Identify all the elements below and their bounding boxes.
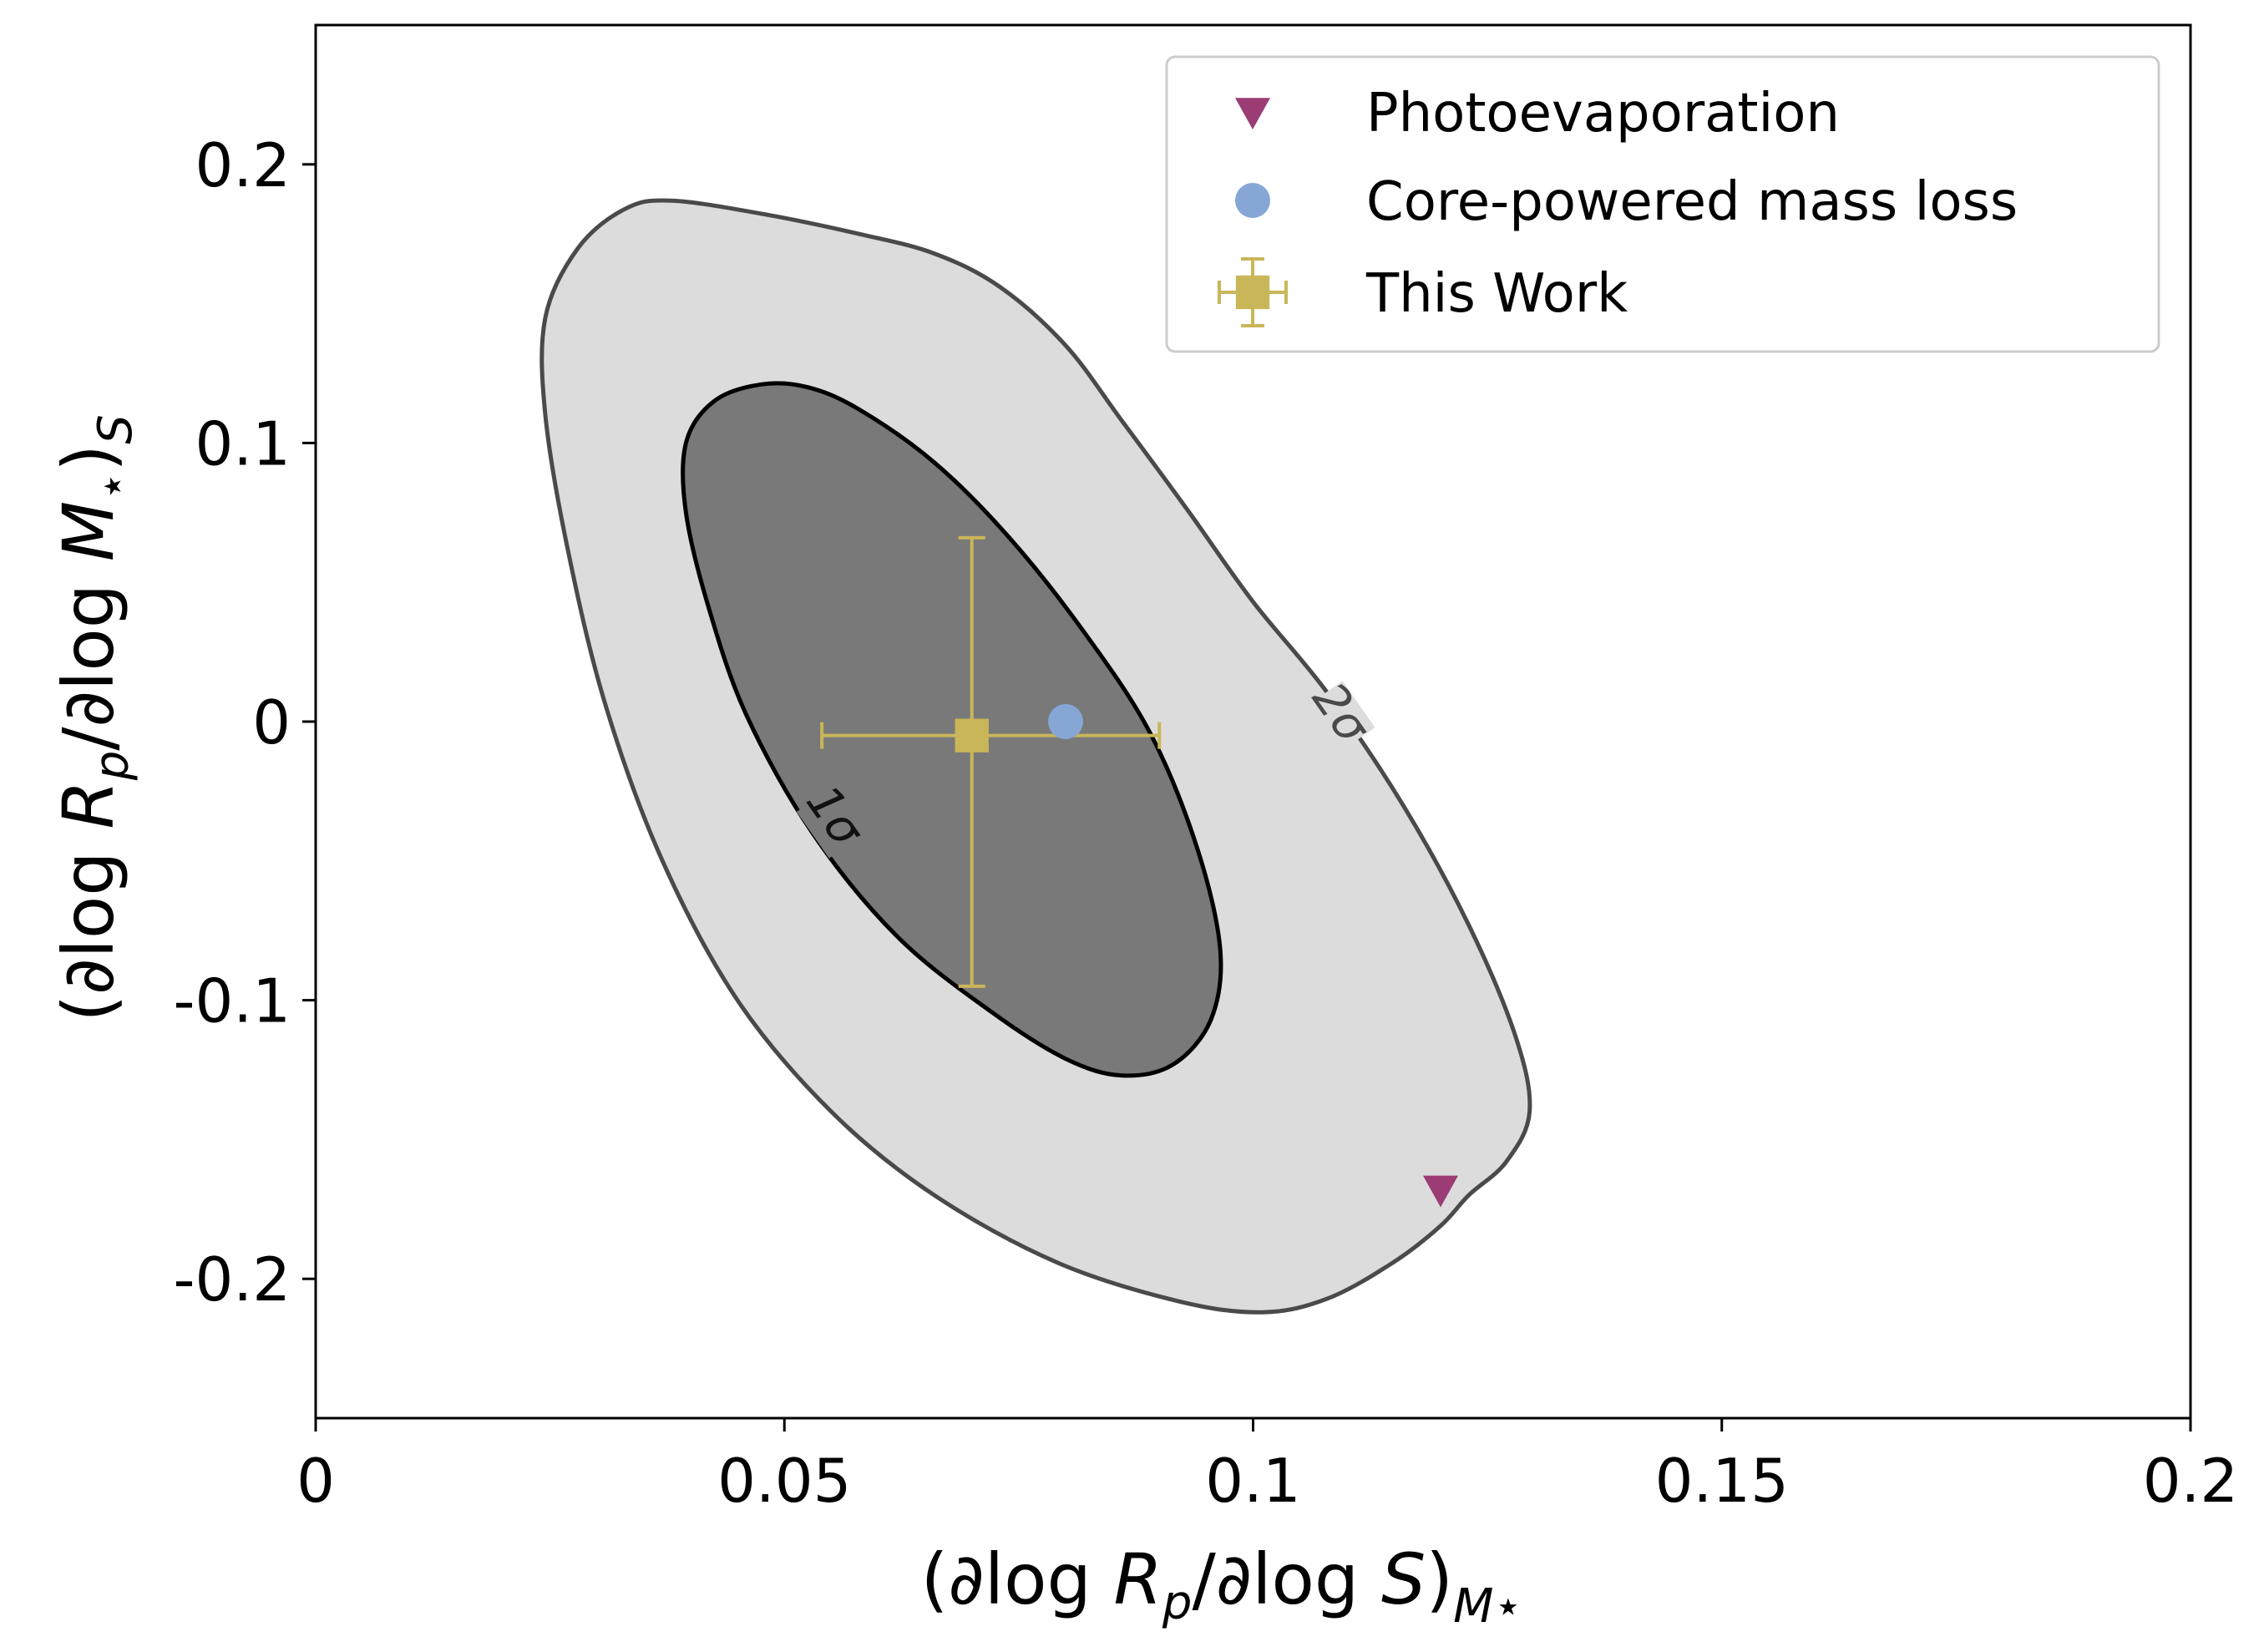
legend-label: This Work [1365, 263, 1628, 325]
legend-marker-circle [1235, 183, 1270, 218]
y-axis-title: (∂log Rp/∂log M⋆)S [48, 414, 143, 1021]
y-tick-label: -0.2 [174, 1244, 291, 1315]
legend-marker-triangle-down [1235, 98, 1270, 129]
x-tick-label: 0.1 [1205, 1446, 1301, 1516]
x-tick-label: 0.2 [2143, 1446, 2239, 1516]
contour-label-bg [796, 783, 869, 859]
x-tick-label: 0 [296, 1446, 335, 1516]
x-axis-title: (∂log Rp/∂log S)M⋆ [921, 1538, 1523, 1634]
y-axis: 0.2 0.1 0 -0.1 -0.2 [174, 130, 316, 1315]
marker-square [955, 718, 989, 753]
x-axis: 0 0.05 0.1 0.15 0.2 [296, 1418, 2238, 1516]
marker-layer [955, 704, 1458, 1208]
legend-box [1165, 55, 2160, 353]
contour-label-bg [1302, 681, 1375, 756]
legend-marker-square [1235, 275, 1270, 310]
y-tick-label: -0.1 [174, 966, 291, 1036]
contour-1sigma [681, 381, 1223, 1078]
legend-label: Core-powered mass loss [1366, 171, 2018, 233]
legend: Photoevaporation Core-powered mass loss Th… [1165, 55, 2160, 353]
y-tick-label: 0.2 [195, 130, 291, 200]
x-tick-label: 0.05 [717, 1446, 851, 1516]
y-tick-label: 0.1 [195, 408, 291, 479]
x-tick-label: 0.15 [1655, 1446, 1789, 1516]
errorbar-layer [820, 535, 1162, 988]
marker-triangle-down [1423, 1175, 1458, 1208]
y-tick-label: 0 [252, 687, 291, 758]
legend-label: Photoevaporation [1366, 83, 1840, 144]
marker-circle [1048, 704, 1083, 739]
